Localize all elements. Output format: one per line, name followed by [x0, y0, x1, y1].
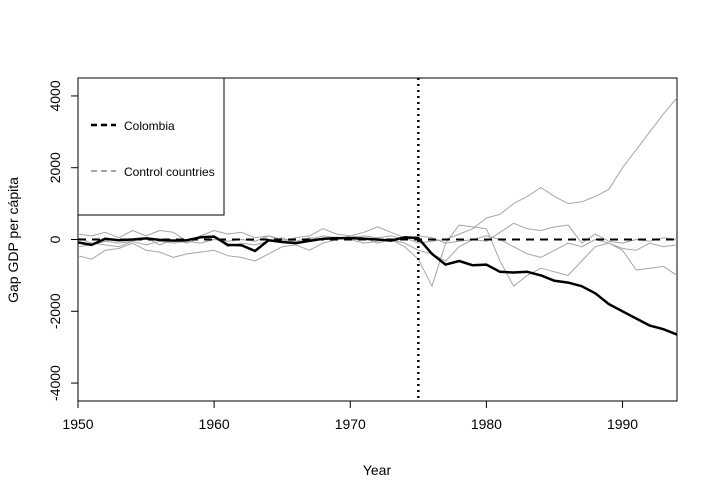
y-tick-label: 4000: [47, 80, 63, 111]
x-axis: 1950 1960 1970 1980 1990: [62, 401, 638, 432]
y-tick-label: -4000: [47, 365, 63, 401]
legend-label-colombia: Colombia: [124, 119, 175, 133]
legend: Colombia Control countries: [77, 77, 225, 216]
x-tick-label: 1980: [471, 416, 502, 432]
y-tick-label: 2000: [47, 152, 63, 183]
legend-box: [77, 77, 225, 216]
series-line-colombia: [78, 235, 677, 336]
x-tick-label: 1970: [335, 416, 366, 432]
y-tick-label: -2000: [47, 293, 63, 329]
series-line-control-4: [78, 222, 677, 248]
series-line-control-2: [78, 224, 677, 287]
x-tick-label: 1950: [62, 416, 93, 432]
reference-lines: [78, 78, 677, 401]
x-tick-label: 1960: [199, 416, 230, 432]
series-line-control-1: [78, 97, 677, 244]
x-tick-label: 1990: [607, 416, 638, 432]
y-axis-label: Gap GDP per cápita: [5, 177, 21, 303]
y-tick-label: 0: [47, 235, 63, 243]
y-axis: -4000 -2000 0 2000 4000: [47, 80, 78, 401]
legend-label-control: Control countries: [124, 165, 215, 179]
x-axis-label: Year: [363, 462, 392, 478]
